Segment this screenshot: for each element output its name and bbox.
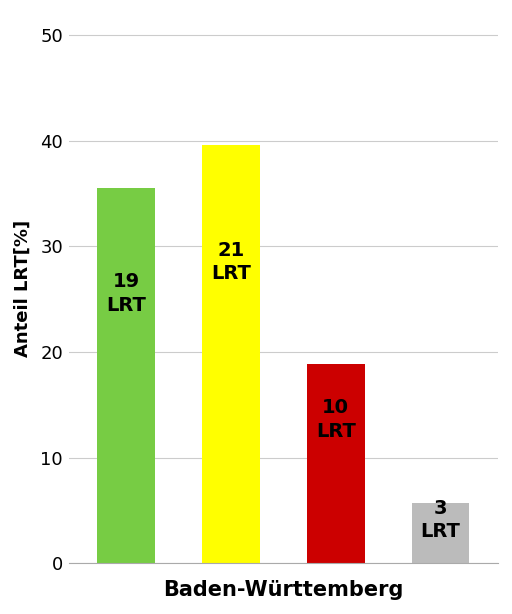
Text: 10
LRT: 10 LRT (316, 398, 356, 441)
Y-axis label: Anteil LRT[%]: Anteil LRT[%] (14, 220, 32, 357)
Text: 19
LRT: 19 LRT (106, 272, 146, 314)
Bar (202, 145, 260, 564)
Bar (412, 503, 470, 564)
X-axis label: Baden-Württemberg: Baden-Württemberg (163, 580, 403, 600)
Bar (97, 188, 155, 564)
Text: 21
LRT: 21 LRT (211, 241, 251, 284)
Bar (307, 363, 365, 564)
Text: 3
LRT: 3 LRT (420, 499, 460, 542)
